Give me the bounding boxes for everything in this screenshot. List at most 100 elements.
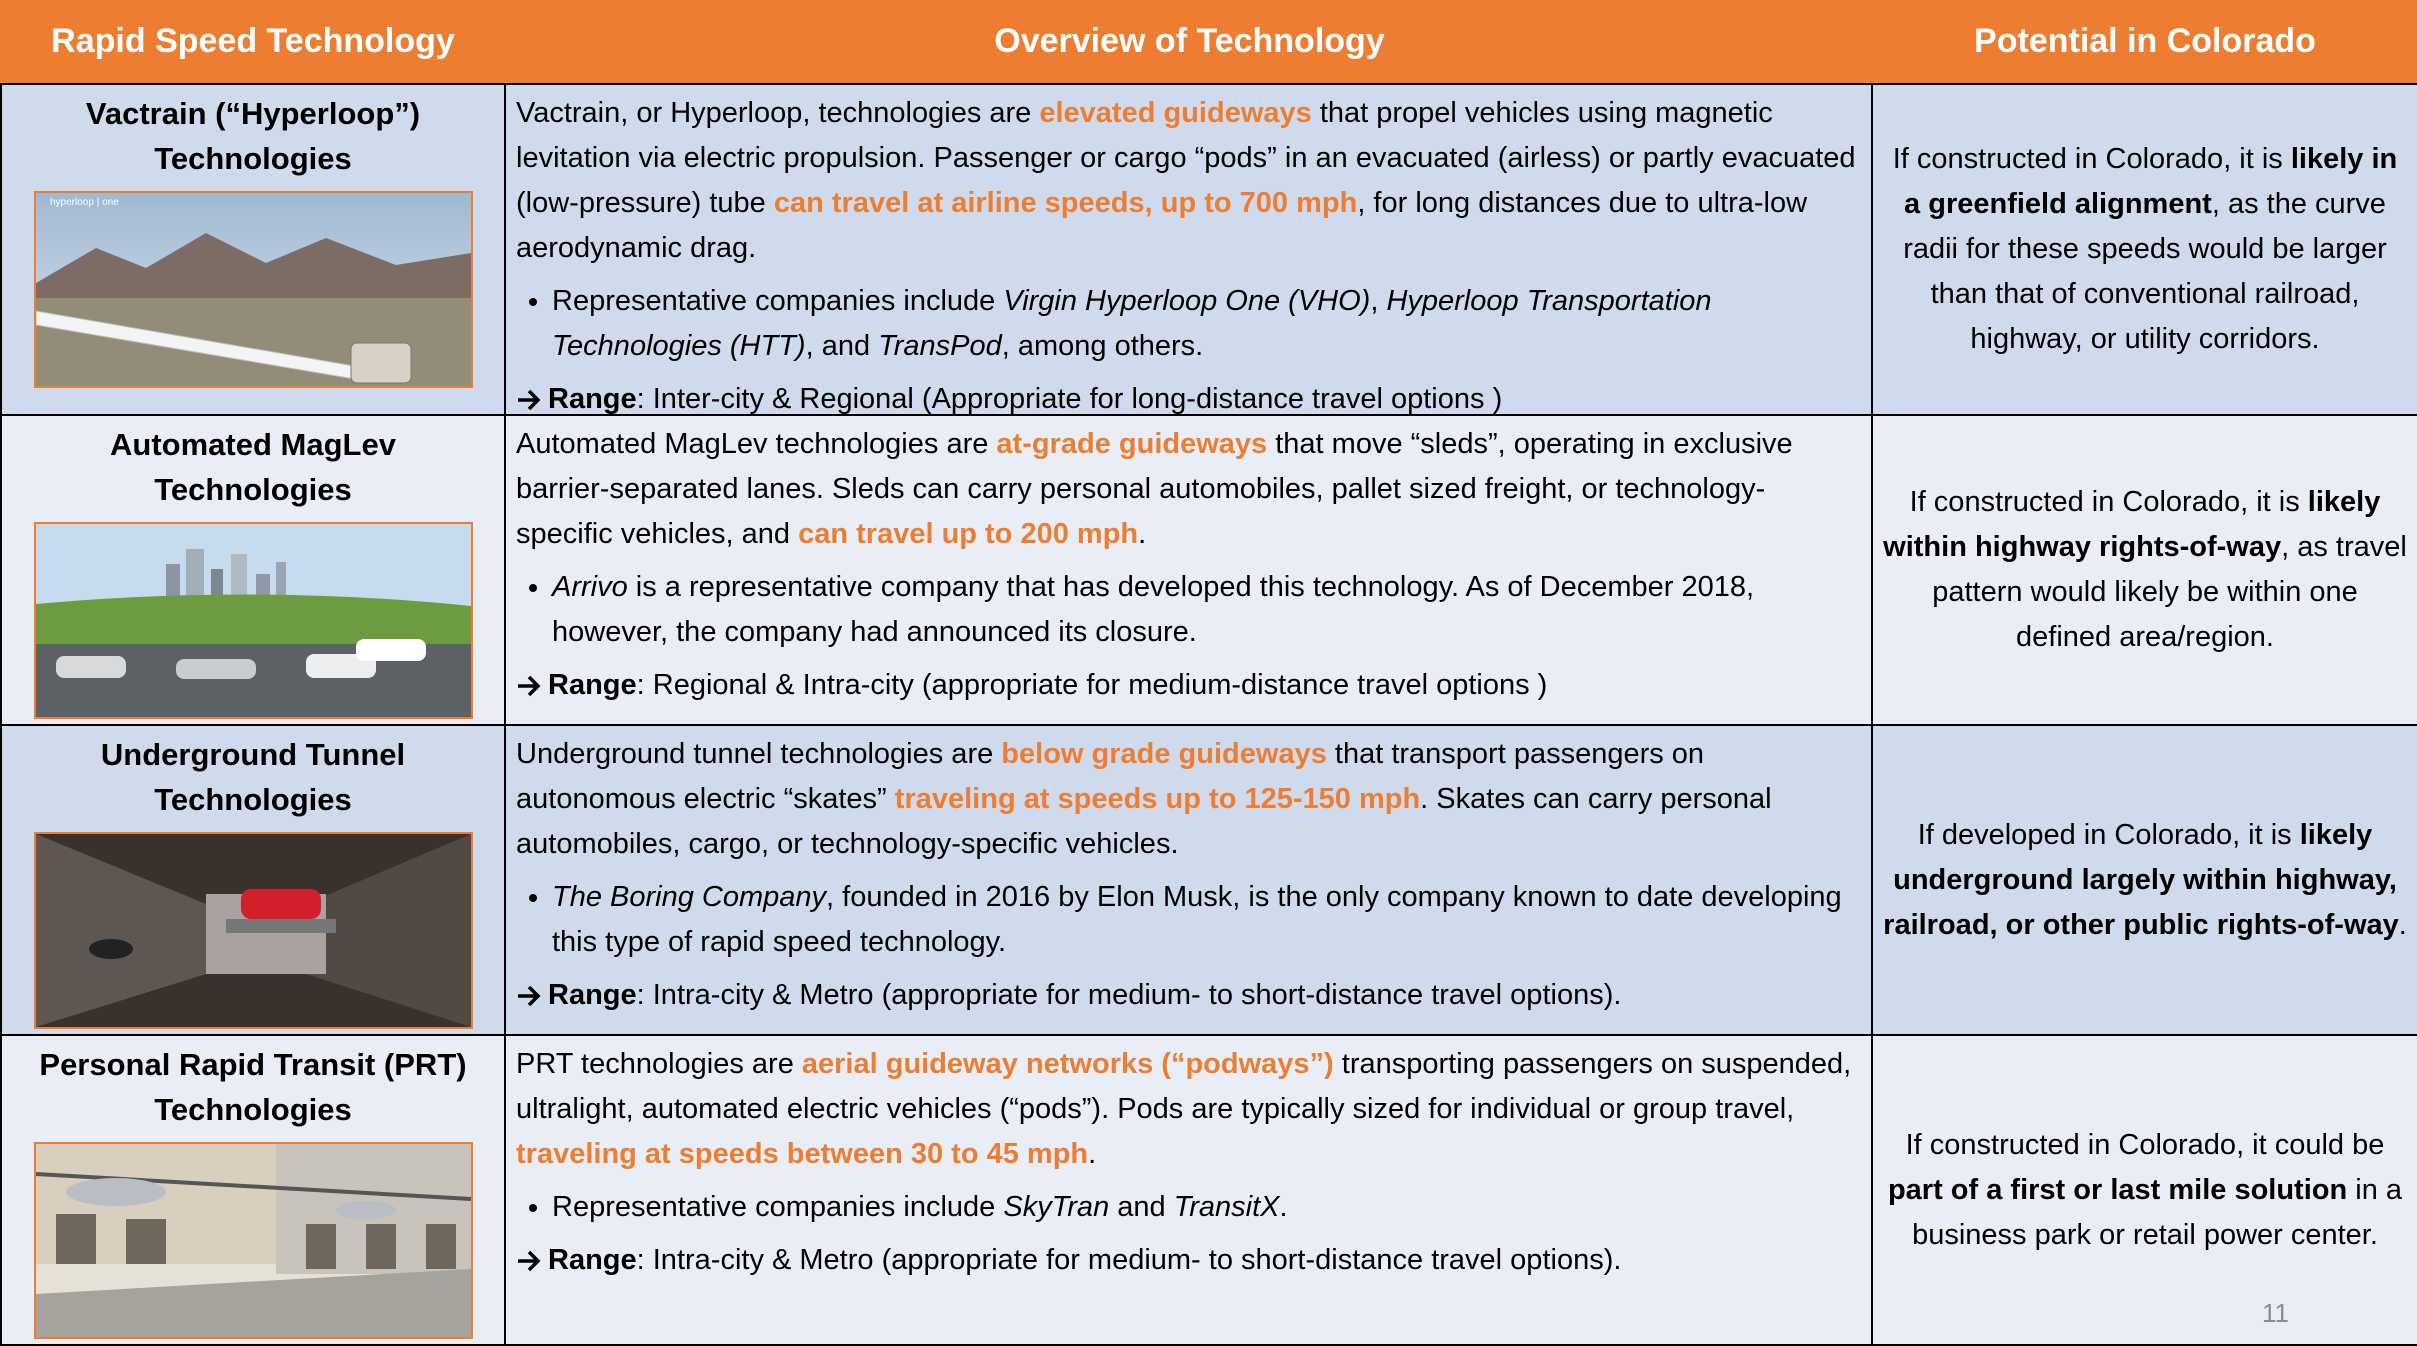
- text-run: If constructed in Colorado, it could be: [1905, 1128, 2385, 1161]
- arrow-icon: [518, 1250, 541, 1271]
- bullet-item: Representative companies include Virgin …: [552, 279, 1859, 369]
- text-run: .: [1138, 518, 1147, 550]
- overview-text: Vactrain, or Hyperloop, technologies are…: [516, 91, 1859, 271]
- range-text: Range: Intra-city & Metro (appropriate f…: [548, 1238, 1621, 1283]
- text-orange: traveling at speeds up to 125-150 mph: [894, 783, 1421, 815]
- text-run: , founded in 2016 by Elon Musk, is the o…: [552, 881, 1842, 958]
- text-run: , and: [805, 330, 879, 362]
- text-orange: can travel up to 200 mph: [798, 518, 1139, 550]
- image-watermark: hyperloop | one: [50, 197, 119, 208]
- text-run: that move “sleds”, operating in exclusiv…: [516, 428, 1793, 550]
- text-run: ,: [1370, 285, 1387, 317]
- text-run: .: [1088, 1138, 1097, 1170]
- text-run: PRT technologies are: [516, 1048, 802, 1080]
- overview-cell: Underground tunnel technologies are belo…: [506, 726, 1873, 1036]
- text-run: Representative companies include: [552, 285, 1004, 317]
- text-bold: likely within highway rights-of-way: [1883, 486, 2381, 563]
- text-orange: at-grade guideways: [996, 428, 1268, 460]
- range-line: Range: Intra-city & Metro (appropriate f…: [516, 973, 1859, 1018]
- range-detail: : Inter-city & Regional (Appropriate for…: [636, 383, 1503, 415]
- text-orange: can travel at airline speeds, up to 700 …: [773, 187, 1358, 219]
- text-run: , as the curve radii for these speeds wo…: [1903, 188, 2387, 355]
- technology-cell: Automated MagLev Technologies: [0, 416, 506, 726]
- range-label: Range: [548, 1244, 637, 1276]
- potential-cell: If developed in Colorado, it is likely u…: [1873, 726, 2417, 1036]
- potential-cell: If constructed in Colorado, it is likely…: [1873, 85, 2417, 416]
- technology-name: Personal Rapid Transit (PRT) Technologie…: [39, 1047, 467, 1127]
- range-text: Range: Inter-city & Regional (Appropriat…: [548, 377, 1503, 415]
- technology-name: Underground Tunnel Technologies: [100, 737, 406, 817]
- text-italic: Arrivo: [552, 571, 628, 603]
- text-run: Automated MagLev technologies are: [516, 428, 997, 460]
- page-number: 11: [2262, 1298, 2289, 1328]
- technology-cell: Vactrain (“Hyperloop”) Technologies hype…: [0, 85, 506, 416]
- text-bold: likely underground largely within highwa…: [1883, 818, 2399, 941]
- text-run: Vactrain, or Hyperloop, technologies are: [516, 97, 1040, 129]
- range-label: Range: [548, 669, 637, 701]
- text-run: If constructed in Colorado, it is: [1892, 143, 2291, 175]
- overview-text: Underground tunnel technologies are belo…: [516, 732, 1859, 867]
- bullet-list: Representative companies include SkyTran…: [516, 1185, 1859, 1230]
- text-bold: likely in a greenfield alignment: [1904, 143, 2398, 220]
- text-italic: TransitX: [1173, 1191, 1280, 1223]
- text-run: in a business park or retail power cente…: [1912, 1173, 2403, 1251]
- bullet-list: The Boring Company, founded in 2016 by E…: [516, 875, 1859, 965]
- text-run: is a representative company that has dev…: [552, 571, 1755, 648]
- bullet-list: Arrivo is a representative company that …: [516, 565, 1859, 655]
- hyperloop-image: hyperloop | one: [33, 191, 473, 388]
- range-label: Range: [548, 383, 637, 415]
- text-run: that transport passengers on autonomous …: [516, 738, 1705, 815]
- text-italic: Virgin Hyperloop One (VHO): [1003, 285, 1371, 317]
- text-run: .: [2398, 908, 2407, 941]
- range-line: Range: Inter-city & Regional (Appropriat…: [516, 377, 1859, 415]
- technology-cell: Underground Tunnel Technologies: [0, 726, 506, 1036]
- text-italic: Hyperloop Transportation Technologies (H…: [552, 285, 1712, 362]
- bullet-item: Representative companies include SkyTran…: [552, 1185, 1859, 1230]
- range-detail: : Intra-city & Metro (appropriate for me…: [636, 1244, 1622, 1276]
- arrow-icon: [518, 675, 541, 696]
- potential-text: If developed in Colorado, it is likely u…: [1883, 813, 2407, 948]
- bullet-list: Representative companies include Virgin …: [516, 279, 1859, 369]
- potential-text: If constructed in Colorado, it is likely…: [1883, 480, 2407, 660]
- header-cell: Rapid Speed Technology: [0, 0, 506, 85]
- technology-name: Vactrain (“Hyperloop”) Technologies: [85, 96, 421, 176]
- text-italic: The Boring Company: [552, 881, 827, 913]
- arrow-icon: [518, 985, 541, 1006]
- text-run: , among others.: [1001, 330, 1204, 362]
- text-run: Underground tunnel technologies are: [516, 738, 1002, 770]
- range-line: Range: Regional & Intra-city (appropriat…: [516, 663, 1859, 708]
- header-cell: Overview of Technology: [506, 0, 1873, 85]
- text-orange: aerial guideway networks (“podways”): [801, 1048, 1334, 1080]
- text-italic: SkyTran: [1003, 1191, 1110, 1223]
- range-label: Range: [548, 979, 637, 1011]
- text-italic: TransPod: [878, 330, 1002, 362]
- range-text: Range: Regional & Intra-city (appropriat…: [548, 663, 1547, 708]
- overview-text: Automated MagLev technologies are at-gra…: [516, 422, 1859, 557]
- text-run: If constructed in Colorado, it is: [1909, 486, 2308, 518]
- technology-name: Automated MagLev Technologies: [110, 427, 396, 507]
- text-run: If developed in Colorado, it is: [1917, 818, 2300, 851]
- prt-image: [33, 1142, 473, 1339]
- header-cell: Potential in Colorado: [1873, 0, 2417, 85]
- potential-cell: If constructed in Colorado, it could be …: [1873, 1036, 2417, 1346]
- text-orange: below grade guideways: [1001, 738, 1327, 770]
- overview-cell: Vactrain, or Hyperloop, technologies are…: [506, 85, 1873, 416]
- text-run: transporting passengers on suspended, ul…: [516, 1048, 1852, 1125]
- range-detail: : Intra-city & Metro (appropriate for me…: [636, 979, 1622, 1011]
- range-text: Range: Intra-city & Metro (appropriate f…: [548, 973, 1621, 1018]
- text-run: . Skates can carry personal automobiles,…: [516, 783, 1772, 860]
- range-line: Range: Intra-city & Metro (appropriate f…: [516, 1238, 1859, 1283]
- overview-cell: Automated MagLev technologies are at-gra…: [506, 416, 1873, 726]
- text-orange: elevated guideways: [1039, 97, 1312, 129]
- range-detail: : Regional & Intra-city (appropriate for…: [636, 669, 1548, 701]
- text-run: and: [1109, 1191, 1174, 1223]
- text-run: Representative companies include: [552, 1191, 1004, 1223]
- text-bold: part of a first or last mile solution: [1887, 1173, 2348, 1206]
- text-run: , for long distances due to ultra-low ae…: [516, 187, 1808, 264]
- tunnel-image: [33, 832, 473, 1029]
- arrow-icon: [518, 389, 541, 410]
- potential-cell: If constructed in Colorado, it is likely…: [1873, 416, 2417, 726]
- bullet-item: Arrivo is a representative company that …: [552, 565, 1859, 655]
- potential-text: If constructed in Colorado, it could be …: [1883, 1123, 2407, 1258]
